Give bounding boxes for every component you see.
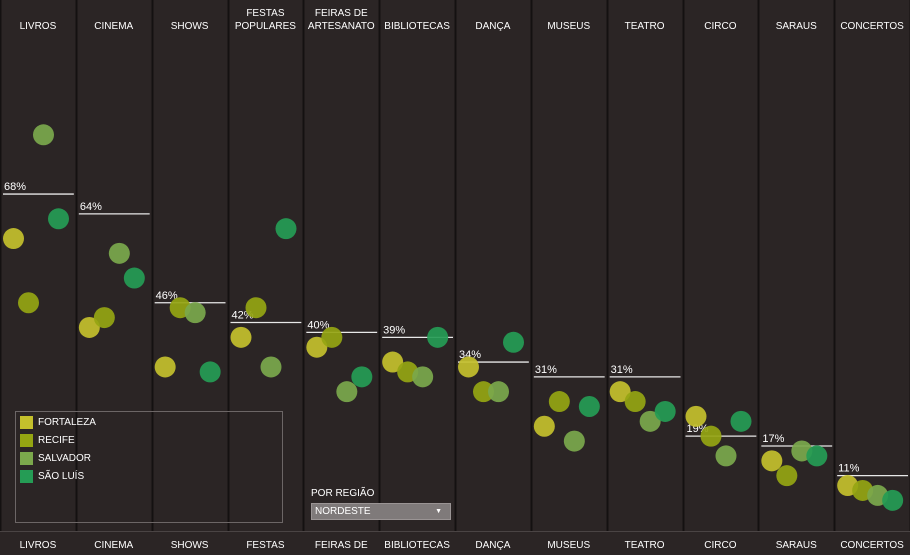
data-point-shows-fortaleza bbox=[154, 356, 176, 378]
category-top-label: LIVROS bbox=[20, 21, 57, 32]
data-point-festas-salvador bbox=[260, 356, 282, 378]
category-bottom-label: BIBLIOTECAS bbox=[384, 540, 450, 551]
data-point-feiras-de-recife bbox=[321, 326, 343, 348]
data-point-festas-fortaleza bbox=[230, 326, 252, 348]
category-top-label: SARAUS bbox=[776, 21, 817, 32]
data-point-danca-fortaleza bbox=[458, 356, 479, 378]
legend-swatch-sao-luis bbox=[20, 469, 33, 483]
data-point-shows-salvador bbox=[184, 302, 206, 324]
data-point-museus-recife bbox=[548, 391, 570, 413]
data-point-cinema-salvador bbox=[108, 242, 130, 264]
category-top-label: MUSEUS bbox=[547, 21, 590, 32]
region-filter: POR REGIÃO NORDESTE ▼ bbox=[311, 488, 451, 520]
average-label: 64% bbox=[80, 201, 102, 213]
data-point-shows-sao-luis bbox=[199, 361, 221, 383]
data-point-concertos-sao-luis bbox=[882, 489, 904, 511]
legend-item-sao-luis[interactable]: SÃO LUÍS bbox=[20, 468, 84, 484]
legend-swatch-fortaleza bbox=[20, 415, 33, 429]
legend-label: SÃO LUÍS bbox=[38, 470, 85, 482]
data-point-circo-sao-luis bbox=[730, 410, 752, 432]
data-point-livros-sao-luis bbox=[48, 208, 69, 230]
category-top-label: CIRCO bbox=[704, 21, 736, 32]
data-point-feiras-de-salvador bbox=[336, 381, 358, 403]
data-point-bibliotecas-sao-luis bbox=[427, 326, 449, 348]
category-bottom-label: CONCERTOS bbox=[840, 540, 904, 551]
region-select[interactable]: NORDESTE ▼ bbox=[311, 503, 451, 520]
category-bottom-label: SARAUS bbox=[776, 540, 817, 551]
data-point-museus-salvador bbox=[563, 430, 585, 452]
data-point-bibliotecas-salvador bbox=[412, 366, 434, 388]
data-point-museus-sao-luis bbox=[578, 396, 600, 417]
data-point-danca-salvador bbox=[488, 381, 509, 403]
legend-item-recife[interactable]: RECIFE bbox=[20, 432, 75, 448]
data-point-festas-sao-luis bbox=[275, 218, 297, 240]
data-point-circo-recife bbox=[700, 425, 722, 447]
data-point-circo-fortaleza bbox=[685, 405, 707, 427]
average-label: 39% bbox=[383, 324, 405, 336]
data-point-circo-salvador bbox=[715, 445, 737, 467]
category-top-label: FESTAS bbox=[246, 8, 284, 19]
data-point-livros-recife bbox=[18, 292, 39, 314]
category-top-label: TEATRO bbox=[625, 21, 665, 32]
data-point-livros-salvador bbox=[33, 124, 54, 146]
average-label: 68% bbox=[4, 181, 26, 193]
category-top-label: CINEMA bbox=[94, 21, 133, 32]
region-filter-label: POR REGIÃO bbox=[311, 488, 375, 499]
data-point-bibliotecas-fortaleza bbox=[382, 351, 404, 373]
data-point-saraus-recife bbox=[776, 465, 798, 487]
category-top-label: BIBLIOTECAS bbox=[384, 21, 450, 32]
average-label: 31% bbox=[611, 364, 633, 376]
legend-item-salvador[interactable]: SALVADOR bbox=[20, 450, 91, 466]
legend-swatch-salvador bbox=[20, 451, 33, 465]
category-bottom-label: FEIRAS DE bbox=[315, 540, 368, 551]
category-bottom-label: FESTAS bbox=[246, 540, 284, 551]
category-top-label: SHOWS bbox=[171, 21, 209, 32]
category-bottom-label: CINEMA bbox=[94, 540, 133, 551]
category-top-label: FEIRAS DE bbox=[315, 8, 368, 19]
region-select-value: NORDESTE bbox=[315, 506, 371, 517]
average-label: 11% bbox=[838, 463, 859, 475]
average-label: 46% bbox=[156, 290, 178, 302]
legend-item-fortaleza[interactable]: FORTALEZA bbox=[20, 414, 96, 430]
category-bottom-label: MUSEUS bbox=[547, 540, 590, 551]
category-bottom-label: TEATRO bbox=[625, 540, 665, 551]
average-label: 40% bbox=[307, 319, 329, 331]
data-point-teatro-recife bbox=[624, 391, 646, 413]
data-point-cinema-fortaleza bbox=[78, 316, 100, 338]
category-top-label: POPULARES bbox=[235, 21, 296, 32]
data-point-cinema-recife bbox=[93, 307, 115, 329]
data-point-feiras-de-sao-luis bbox=[351, 366, 373, 388]
data-point-livros-fortaleza bbox=[3, 228, 24, 250]
data-point-saraus-fortaleza bbox=[761, 450, 783, 472]
data-point-cinema-sao-luis bbox=[123, 267, 145, 289]
category-bottom-label: DANÇA bbox=[475, 540, 510, 551]
legend-swatch-recife bbox=[20, 433, 33, 447]
category-bottom-label: LIVROS bbox=[20, 540, 57, 551]
average-label: 31% bbox=[535, 364, 557, 376]
legend-label: RECIFE bbox=[38, 434, 75, 446]
category-top-label: CONCERTOS bbox=[840, 21, 904, 32]
average-label: 17% bbox=[762, 433, 784, 445]
legend-label: SALVADOR bbox=[38, 452, 91, 464]
data-point-danca-sao-luis bbox=[503, 331, 524, 353]
data-point-danca-recife bbox=[473, 381, 494, 403]
data-point-festas-recife bbox=[245, 297, 267, 319]
data-point-museus-fortaleza bbox=[533, 415, 555, 437]
legend: FORTALEZA RECIFE SALVADOR SÃO LUÍS bbox=[15, 411, 283, 523]
category-bottom-label: CIRCO bbox=[704, 540, 736, 551]
data-point-teatro-fortaleza bbox=[609, 381, 631, 403]
category-top-label: ARTESANATO bbox=[308, 21, 375, 32]
triangle-down-icon[interactable]: ▼ bbox=[435, 508, 442, 515]
data-point-feiras-de-fortaleza bbox=[306, 336, 328, 358]
category-top-label: DANÇA bbox=[475, 21, 510, 32]
data-point-teatro-sao-luis bbox=[654, 400, 676, 422]
category-bottom-label: SHOWS bbox=[171, 540, 209, 551]
data-point-saraus-sao-luis bbox=[806, 445, 828, 467]
data-point-teatro-salvador bbox=[639, 410, 661, 432]
legend-label: FORTALEZA bbox=[38, 416, 96, 428]
